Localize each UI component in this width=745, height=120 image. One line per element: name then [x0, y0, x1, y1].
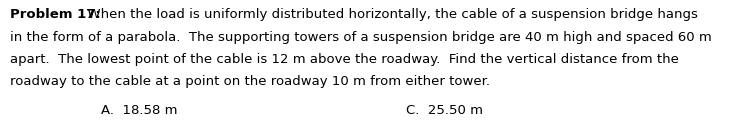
Text: in the form of a parabola.  The supporting towers of a suspension bridge are 40 : in the form of a parabola. The supportin… [10, 31, 711, 44]
Text: When the load is uniformly distributed horizontally, the cable of a suspension b: When the load is uniformly distributed h… [79, 8, 698, 21]
Text: A.  18.58 m: A. 18.58 m [101, 104, 177, 117]
Text: Problem 17:: Problem 17: [10, 8, 101, 21]
Text: C.  25.50 m: C. 25.50 m [406, 104, 483, 117]
Text: roadway to the cable at a point on the roadway 10 m from either tower.: roadway to the cable at a point on the r… [10, 75, 489, 88]
Text: apart.  The lowest point of the cable is 12 m above the roadway.  Find the verti: apart. The lowest point of the cable is … [10, 53, 679, 66]
